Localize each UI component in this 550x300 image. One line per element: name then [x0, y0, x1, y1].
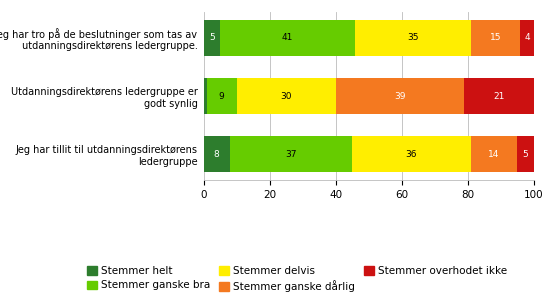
- Bar: [207, 78, 236, 114]
- Bar: [352, 136, 471, 172]
- Bar: [204, 136, 230, 172]
- Bar: [464, 78, 534, 114]
- Text: 36: 36: [406, 150, 417, 159]
- Bar: [520, 20, 534, 56]
- Text: 30: 30: [280, 92, 292, 100]
- Text: 9: 9: [219, 92, 224, 100]
- Legend: Stemmer helt, Stemmer ganske bra, Stemmer delvis, Stemmer ganske dårlig, Stemmer: Stemmer helt, Stemmer ganske bra, Stemme…: [86, 266, 507, 292]
- Text: 8: 8: [214, 150, 219, 159]
- Text: 35: 35: [408, 33, 419, 42]
- Bar: [204, 20, 220, 56]
- Bar: [355, 20, 471, 56]
- Text: 15: 15: [490, 33, 501, 42]
- Text: 21: 21: [493, 92, 504, 100]
- Text: 5: 5: [522, 150, 528, 159]
- Bar: [230, 136, 352, 172]
- Bar: [236, 78, 336, 114]
- Bar: [471, 136, 517, 172]
- Bar: [517, 136, 534, 172]
- Bar: [336, 78, 464, 114]
- Bar: [220, 20, 355, 56]
- Text: 4: 4: [524, 33, 530, 42]
- Text: 41: 41: [282, 33, 293, 42]
- Bar: [204, 78, 207, 114]
- Text: 37: 37: [285, 150, 296, 159]
- Text: 5: 5: [209, 33, 214, 42]
- Text: 39: 39: [394, 92, 405, 100]
- Text: 14: 14: [488, 150, 499, 159]
- Bar: [471, 20, 520, 56]
